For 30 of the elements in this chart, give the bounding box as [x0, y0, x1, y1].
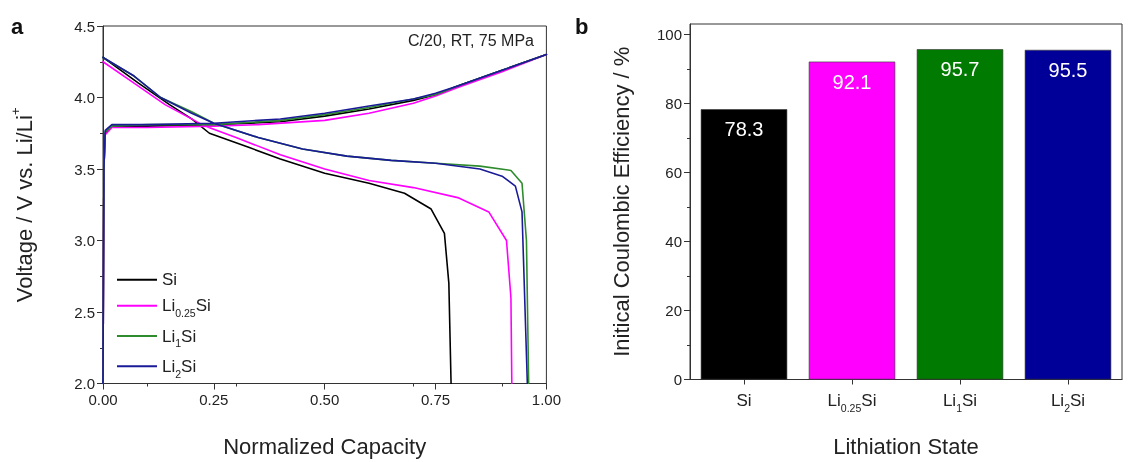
x-tick-label: 1.00 [531, 390, 561, 408]
chart-title: b [575, 13, 589, 39]
data-label: 95.5 [1048, 58, 1088, 81]
annotation: C/20, RT, 75 MPa [408, 31, 535, 49]
chart-title: a [11, 13, 24, 39]
x-tick-label: 0.00 [88, 390, 118, 408]
y-axis-title: Voltage / V vs. Li/Li+ [7, 107, 37, 303]
y-tick-label: 3.0 [74, 232, 95, 249]
y-tick-label: 20 [665, 301, 682, 319]
y-tick-label: 80 [665, 94, 682, 112]
x-axis-title: Normalized Capacity [223, 433, 427, 459]
y-tick-label: 2.5 [74, 303, 95, 321]
x-tick-label: 0.75 [420, 390, 451, 408]
y-tick-label: 4.0 [74, 89, 95, 106]
y-tick-label: 3.5 [74, 160, 95, 178]
y-axis-title: Initical Coulombic Efficiency / % [609, 46, 634, 357]
y-tick-label: 60 [665, 163, 682, 181]
y-tick-label: 4.5 [74, 17, 95, 35]
x-tick-label: Si [736, 390, 752, 410]
y-tick-label: 100 [656, 25, 682, 43]
data-label: 92.1 [832, 70, 872, 93]
x-axis-title: Lithiation State [833, 433, 979, 459]
x-tick-label: 0.25 [199, 390, 229, 408]
data-label: 78.3 [724, 118, 764, 141]
y-tick-label: 40 [665, 232, 682, 250]
data-label: 95.7 [940, 58, 980, 81]
y-tick-label: 0 [673, 371, 682, 388]
y-tick-label: 2.0 [74, 375, 95, 392]
legend-label: Si [162, 270, 178, 290]
x-tick-label: 0.50 [310, 390, 340, 408]
